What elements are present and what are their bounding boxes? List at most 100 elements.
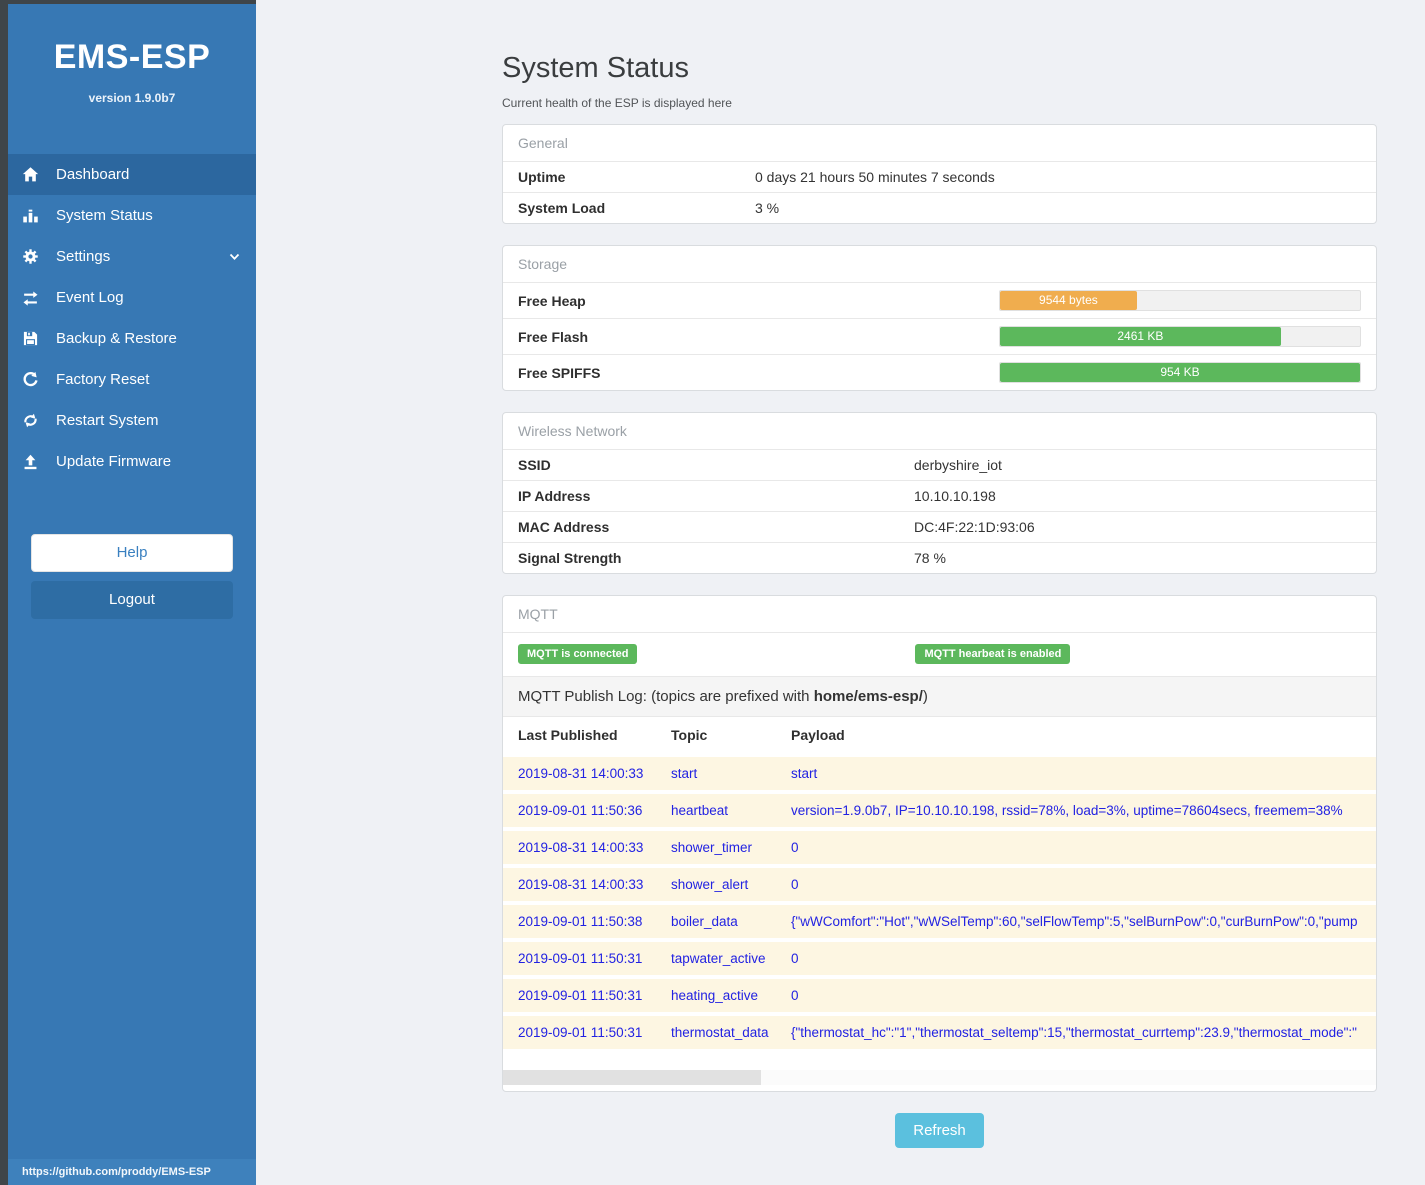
table-row: 2019-09-01 11:50:36 heartbeat version=1.… — [503, 790, 1376, 829]
progress-track: 2461 KB — [999, 326, 1361, 347]
sidebar-item-label: System Status — [56, 207, 153, 224]
sidebar-item-settings[interactable]: Settings — [8, 236, 256, 277]
page-subtitle: Current health of the ESP is displayed h… — [502, 96, 732, 110]
sidebar-item-update-firmware[interactable]: Update Firmware — [8, 441, 256, 482]
storage-panel: Storage Free Heap 9544 bytes Free Flash … — [502, 245, 1377, 391]
ssid-row: SSID derbyshire_iot — [503, 449, 1376, 480]
brand-box: EMS-ESP version 1.9.0b7 — [8, 4, 256, 154]
row-label: Signal Strength — [518, 550, 622, 566]
gear-icon — [22, 248, 39, 265]
system-status-icon — [22, 207, 39, 224]
logout-button[interactable]: Logout — [31, 581, 233, 619]
panel-title: General — [518, 135, 568, 151]
progress-track: 9544 bytes — [999, 290, 1361, 311]
mqtt-badges: MQTT is connected MQTT hearbeat is enabl… — [503, 632, 1376, 676]
sidebar-item-system-status[interactable]: System Status — [8, 195, 256, 236]
sidebar: EMS-ESP version 1.9.0b7 Dashboard System… — [8, 0, 256, 1185]
mqtt-publish-log-caption: MQTT Publish Log: (topics are prefixed w… — [503, 676, 1376, 716]
topic-cell[interactable]: start — [663, 753, 783, 792]
last-published-cell: 2019-08-31 14:00:33 — [503, 864, 663, 903]
sidebar-item-restart-system[interactable]: Restart System — [8, 400, 256, 441]
uptime-row: Uptime 0 days 21 hours 50 minutes 7 seco… — [503, 161, 1376, 192]
github-link[interactable]: https://github.com/proddy/EMS-ESP — [8, 1159, 256, 1185]
sidebar-item-label: Dashboard — [56, 166, 130, 183]
last-published-cell: 2019-09-01 11:50:31 — [503, 938, 663, 977]
scrollbar-thumb[interactable] — [503, 1070, 761, 1085]
last-published-cell: 2019-08-31 14:00:33 — [503, 827, 663, 866]
table-row: 2019-08-31 14:00:33 shower_timer 0 — [503, 827, 1376, 866]
payload-cell: start — [783, 753, 1376, 792]
topic-cell[interactable]: shower_alert — [663, 864, 783, 903]
topic-cell[interactable]: heating_active — [663, 975, 783, 1014]
free-spiffs-progress-bar: 954 KB — [1000, 363, 1360, 382]
sidebar-item-label: Settings — [56, 248, 111, 265]
signal-strength-row: Signal Strength 78 % — [503, 542, 1376, 573]
app-title: EMS-ESP — [53, 38, 211, 76]
payload-cell: {"thermostat_hc":"1","thermostat_seltemp… — [783, 1012, 1376, 1049]
topic-cell[interactable]: tapwater_active — [663, 938, 783, 977]
table-header-row: Last Published Topic Payload — [503, 716, 1376, 755]
table-row: 2019-09-01 11:50:38 boiler_data {"wWComf… — [503, 901, 1376, 940]
payload-cell: {"wWComfort":"Hot","wWSelTemp":60,"selFl… — [783, 901, 1376, 940]
upload-icon — [22, 453, 39, 470]
ip-address-row: IP Address 10.10.10.198 — [503, 480, 1376, 511]
help-button[interactable]: Help — [31, 534, 233, 572]
payload-cell: 0 — [783, 938, 1376, 977]
topic-cell[interactable]: heartbeat — [663, 790, 783, 829]
main-area: System Status Current health of the ESP … — [256, 0, 1425, 1185]
topic-cell[interactable]: boiler_data — [663, 901, 783, 940]
table-row: 2019-09-01 11:50:31 tapwater_active 0 — [503, 938, 1376, 977]
row-value: 10.10.10.198 — [914, 488, 996, 504]
sidebar-item-event-log[interactable]: Event Log — [8, 277, 256, 318]
horizontal-scrollbar[interactable] — [503, 1070, 1376, 1085]
last-published-cell: 2019-09-01 11:50:38 — [503, 901, 663, 940]
save-icon — [22, 330, 39, 347]
table-row: 2019-09-01 11:50:31 heating_active 0 — [503, 975, 1376, 1014]
sidebar-item-dashboard[interactable]: Dashboard — [8, 154, 256, 195]
sidebar-item-backup-restore[interactable]: Backup & Restore — [8, 318, 256, 359]
last-published-cell: 2019-09-01 11:50:31 — [503, 975, 663, 1014]
app-version: version 1.9.0b7 — [88, 91, 176, 105]
progress-track: 954 KB — [999, 362, 1361, 383]
chevron-down-icon — [229, 253, 240, 260]
topic-cell[interactable]: thermostat_data — [663, 1012, 783, 1049]
table-row: 2019-08-31 14:00:33 start start — [503, 753, 1376, 792]
sidebar-nav: Dashboard System Status — [8, 154, 256, 482]
table-row: 2019-09-01 11:50:31 thermostat_data {"th… — [503, 1012, 1376, 1049]
free-heap-row: Free Heap 9544 bytes — [503, 282, 1376, 318]
sidebar-item-label: Backup & Restore — [56, 330, 177, 347]
sidebar-item-label: Restart System — [56, 412, 159, 429]
row-label: IP Address — [518, 488, 591, 504]
panel-title: Wireless Network — [518, 423, 627, 439]
payload-cell: 0 — [783, 827, 1376, 866]
table-row: 2019-08-31 14:00:33 shower_alert 0 — [503, 864, 1376, 903]
publish-log-text: MQTT Publish Log: (topics are prefixed w… — [518, 688, 814, 705]
row-value: 3 % — [755, 200, 780, 216]
row-value: derbyshire_iot — [914, 457, 1002, 473]
row-value: 0 days 21 hours 50 minutes 7 seconds — [755, 169, 995, 185]
mqtt-heartbeat-badge: MQTT hearbeat is enabled — [915, 644, 1071, 664]
payload-cell: 0 — [783, 864, 1376, 903]
publish-log-text-end: ) — [922, 688, 928, 705]
payload-cell: 0 — [783, 975, 1376, 1014]
topic-cell[interactable]: shower_timer — [663, 827, 783, 866]
row-value: DC:4F:22:1D:93:06 — [914, 519, 1035, 535]
sidebar-item-label: Factory Reset — [56, 371, 150, 388]
restart-icon — [22, 412, 39, 429]
refresh-button[interactable]: Refresh — [895, 1113, 984, 1148]
mqtt-panel: MQTT MQTT is connected MQTT hearbeat is … — [502, 595, 1377, 1092]
last-published-cell: 2019-09-01 11:50:36 — [503, 790, 663, 829]
row-label: Free SPIFFS — [518, 364, 601, 381]
panel-title: Storage — [518, 256, 568, 272]
panel-title: MQTT — [518, 606, 558, 622]
row-value: 78 % — [914, 550, 946, 566]
col-header-topic: Topic — [663, 716, 783, 755]
sidebar-item-label: Update Firmware — [56, 453, 172, 470]
row-label: Uptime — [518, 169, 566, 185]
sidebar-item-factory-reset[interactable]: Factory Reset — [8, 359, 256, 400]
row-label: System Load — [518, 200, 606, 216]
page-title: System Status — [502, 52, 689, 84]
mqtt-connected-badge: MQTT is connected — [518, 644, 638, 664]
mqtt-publish-table: Last Published Topic Payload 2019-08-31 … — [503, 716, 1376, 1049]
row-label: Free Flash — [518, 328, 589, 345]
